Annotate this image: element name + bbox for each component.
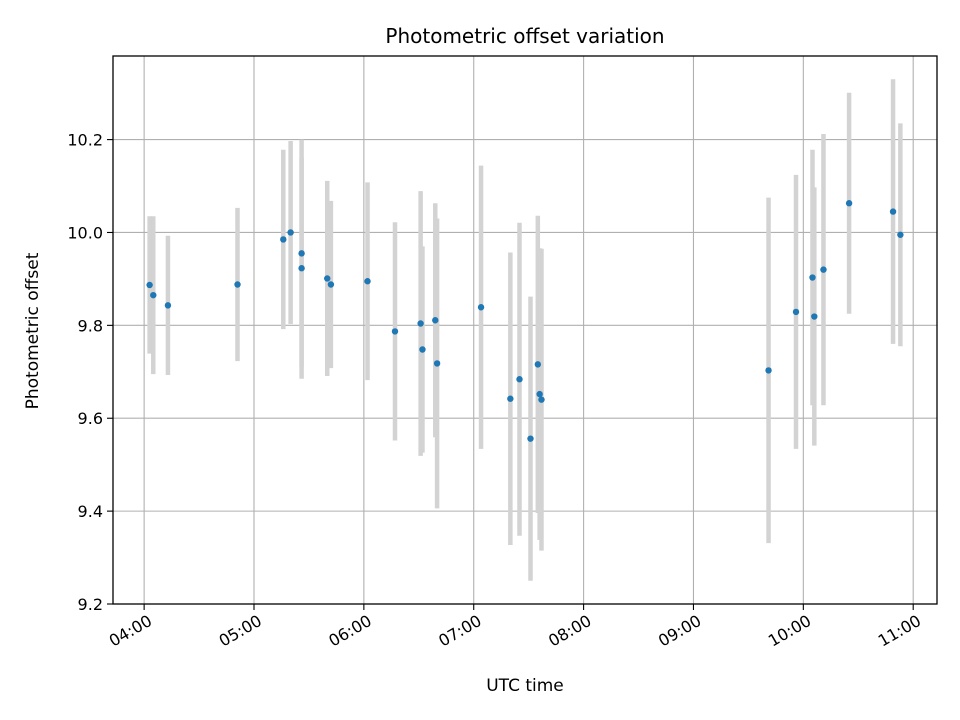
y-axis-ticks: 9.2 9.4 9.6 9.8 10.0 10.2 <box>67 131 113 614</box>
data-point <box>536 390 543 398</box>
data-point <box>433 360 441 367</box>
data-point <box>364 278 371 285</box>
data-point <box>432 317 439 324</box>
data-point <box>792 308 800 316</box>
data-point <box>845 200 853 207</box>
y-axis-label: Photometric offset <box>23 252 43 409</box>
data-point <box>538 396 545 403</box>
y-tick-label: 9.2 <box>78 595 103 614</box>
data-point <box>897 231 904 238</box>
data-point <box>534 361 542 368</box>
y-tick-label: 9.8 <box>78 316 103 335</box>
data-point <box>516 376 523 383</box>
data-point <box>417 320 424 327</box>
data-point <box>809 274 816 281</box>
chart-title: Photometric offset variation <box>385 24 664 48</box>
data-point <box>327 281 335 288</box>
data-point <box>298 265 305 272</box>
plot-area-frame <box>112 55 938 605</box>
data-points <box>146 200 904 442</box>
y-tick-label: 9.4 <box>78 502 103 521</box>
data-point <box>280 236 287 243</box>
data-point <box>820 266 827 273</box>
data-point <box>150 291 157 299</box>
data-point <box>391 328 399 335</box>
y-tick-label: 10.0 <box>67 223 103 242</box>
data-point <box>811 313 818 320</box>
data-point <box>507 395 514 402</box>
x-axis-label: UTC time <box>486 676 564 696</box>
data-point <box>298 250 305 257</box>
y-tick-label: 9.6 <box>78 409 103 428</box>
data-point <box>287 229 294 236</box>
data-point <box>324 275 331 282</box>
data-point <box>419 346 426 353</box>
data-point <box>164 302 172 309</box>
data-point <box>527 435 534 442</box>
data-point <box>477 304 485 311</box>
y-tick-label: 10.2 <box>67 131 103 150</box>
data-point <box>889 208 897 215</box>
data-point <box>234 281 241 288</box>
data-point <box>765 367 772 374</box>
data-point <box>146 281 153 289</box>
